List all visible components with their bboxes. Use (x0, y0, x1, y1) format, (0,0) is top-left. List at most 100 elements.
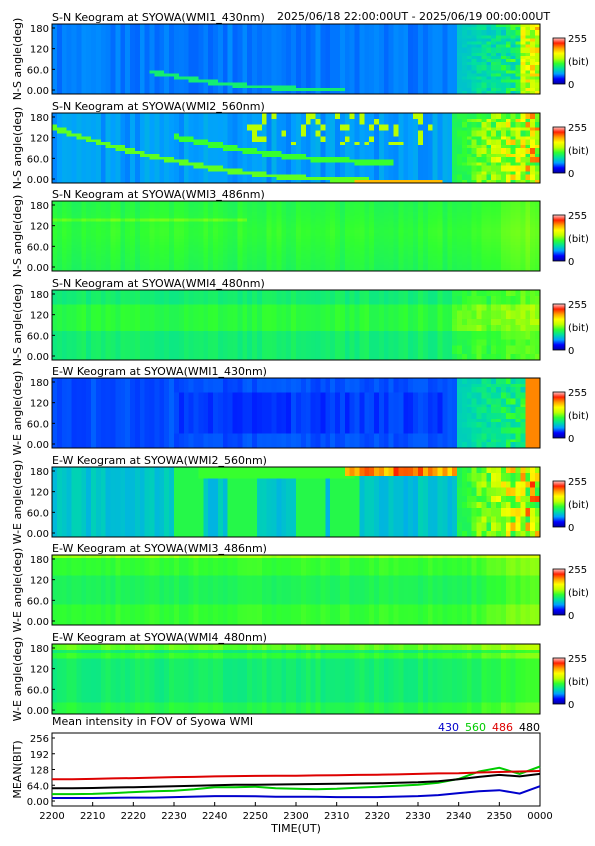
heatmap-cell (486, 122, 491, 125)
heatmap-cell (301, 39, 306, 42)
heatmap-cell (272, 171, 277, 174)
heatmap-cell (213, 168, 218, 171)
heatmap-cell (486, 171, 491, 174)
heatmap-cell (237, 53, 242, 56)
heatmap-cell (67, 79, 72, 82)
heatmap-cell (179, 30, 184, 33)
heatmap-cell (96, 128, 101, 131)
heatmap-cell (106, 142, 111, 145)
heatmap-cell (272, 145, 277, 148)
heatmap-cell (223, 166, 228, 169)
heatmap-cell (169, 65, 174, 68)
heatmap-cell (101, 139, 106, 142)
heatmap-cell (281, 171, 286, 174)
heatmap-cell (62, 39, 67, 42)
heatmap-cell (481, 177, 486, 180)
heatmap-cell (472, 79, 477, 82)
heatmap-cell (413, 56, 418, 59)
heatmap-cell (462, 157, 467, 160)
heatmap-cell (237, 174, 242, 177)
heatmap-cell (106, 133, 111, 136)
heatmap-cell (247, 82, 252, 85)
heatmap-cell (198, 160, 203, 163)
heatmap-cell (140, 171, 145, 174)
heatmap-cell (428, 128, 433, 131)
heatmap-cell (428, 119, 433, 122)
heatmap-cell (394, 30, 399, 33)
heatmap-cell (164, 77, 169, 80)
heatmap-cell (81, 88, 86, 91)
heatmap-cell (379, 119, 384, 122)
heatmap-cell (442, 139, 447, 142)
heatmap-cell (101, 30, 106, 33)
heatmap-cell (335, 68, 340, 71)
heatmap-cell (306, 125, 311, 128)
heatmap-cell (418, 151, 423, 154)
heatmap-cell (252, 131, 257, 134)
heatmap-cell (106, 128, 111, 131)
heatmap-cell (76, 136, 81, 139)
heatmap-cell (359, 171, 364, 174)
heatmap-cell (530, 171, 535, 174)
heatmap-cell (76, 163, 81, 166)
heatmap-cell (369, 157, 374, 160)
heatmap-cell (140, 50, 145, 53)
heatmap-cell (257, 33, 262, 36)
heatmap-cell (447, 142, 452, 145)
heatmap-cell (184, 119, 189, 122)
heatmap-cell (359, 136, 364, 139)
heatmap-cell (164, 42, 169, 45)
heatmap-cell (389, 166, 394, 169)
heatmap-cell (72, 122, 77, 125)
heatmap-cell (433, 59, 438, 62)
heatmap-cell (525, 30, 530, 33)
heatmap-cell (433, 79, 438, 82)
heatmap-cell (301, 77, 306, 80)
heatmap-cell (520, 133, 525, 136)
heatmap-cell (203, 122, 208, 125)
heatmap-cell (145, 79, 150, 82)
heatmap-cell (62, 151, 67, 154)
heatmap-cell (394, 174, 399, 177)
heatmap-cell (145, 145, 150, 148)
heatmap-cell (345, 128, 350, 131)
heatmap-cell (511, 122, 516, 125)
heatmap-cell (296, 62, 301, 65)
heatmap-cell (525, 145, 530, 148)
heatmap-cell (96, 44, 101, 47)
heatmap-cell (218, 39, 223, 42)
heatmap-cell (467, 154, 472, 157)
heatmap-cell (120, 151, 125, 154)
heatmap-cell (467, 77, 472, 80)
heatmap-cell (389, 119, 394, 122)
heatmap-cell (179, 136, 184, 139)
heatmap-cell (325, 131, 330, 134)
heatmap-cell (76, 151, 81, 154)
heatmap-cell (301, 116, 306, 119)
heatmap-cell (423, 36, 428, 39)
heatmap-cell (296, 166, 301, 169)
heatmap-cell (486, 44, 491, 47)
colorbar-max-label: 255 (568, 34, 587, 45)
heatmap-cell (350, 163, 355, 166)
heatmap-cell (145, 174, 150, 177)
heatmap-cell (218, 157, 223, 160)
heatmap-cell (511, 74, 516, 77)
heatmap-cell (194, 33, 199, 36)
heatmap-cell (135, 145, 140, 148)
heatmap-cell (194, 53, 199, 56)
heatmap-cell (267, 56, 272, 59)
heatmap-cell (306, 139, 311, 142)
heatmap-cell (57, 259, 62, 262)
heatmap-cell (52, 36, 57, 39)
heatmap-cell (506, 53, 511, 56)
heatmap-cell (472, 50, 477, 53)
heatmap-cell (159, 119, 164, 122)
heatmap-cell (413, 142, 418, 145)
heatmap-cell (164, 50, 169, 53)
heatmap-cell (159, 163, 164, 166)
heatmap-cell (286, 53, 291, 56)
heatmap-cell (374, 151, 379, 154)
heatmap-cell (530, 160, 535, 163)
heatmap-cell (506, 116, 511, 119)
